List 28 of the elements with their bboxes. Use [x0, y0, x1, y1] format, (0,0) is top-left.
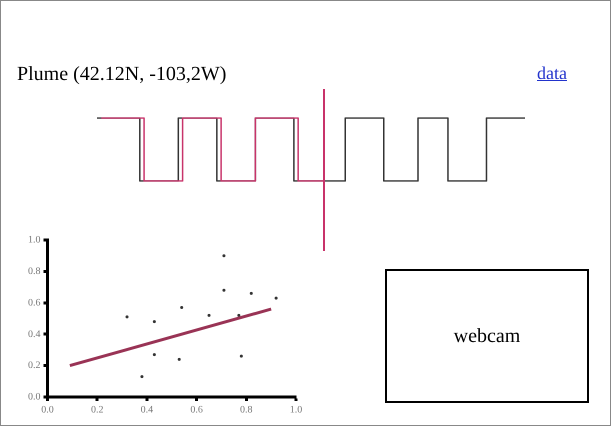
y-tick-label: 0.2 — [28, 360, 40, 372]
y-tick-label: 0.6 — [28, 297, 40, 308]
point — [152, 320, 156, 324]
x-tick-label: 0.0 — [41, 404, 54, 416]
y-tick-label: 0.4 — [28, 328, 40, 340]
point — [250, 292, 253, 295]
point — [237, 314, 240, 317]
point — [126, 315, 129, 318]
y-tick-label: 1.0 — [28, 234, 40, 246]
x-tick-label: 0.6 — [190, 404, 203, 416]
point — [208, 314, 211, 317]
x-tick-label: 0.4 — [140, 404, 154, 416]
point — [222, 288, 226, 292]
point — [222, 254, 226, 258]
point — [140, 375, 144, 378]
chart-title: Plume (42.12N, -103,2W) — [17, 63, 226, 86]
y-tick-label: 0.0 — [28, 392, 40, 403]
webcam-frame: webcam — [385, 269, 589, 403]
point — [180, 306, 184, 310]
point — [240, 354, 243, 358]
x-tick-label: 1.0 — [290, 404, 302, 416]
y-tick-label: 0.8 — [28, 266, 40, 278]
text: data — [537, 63, 567, 84]
x-tick-label: 0.8 — [240, 404, 253, 416]
point — [152, 353, 156, 356]
point — [274, 296, 278, 300]
point — [178, 358, 181, 361]
x-tick-label: 0.2 — [90, 404, 104, 416]
